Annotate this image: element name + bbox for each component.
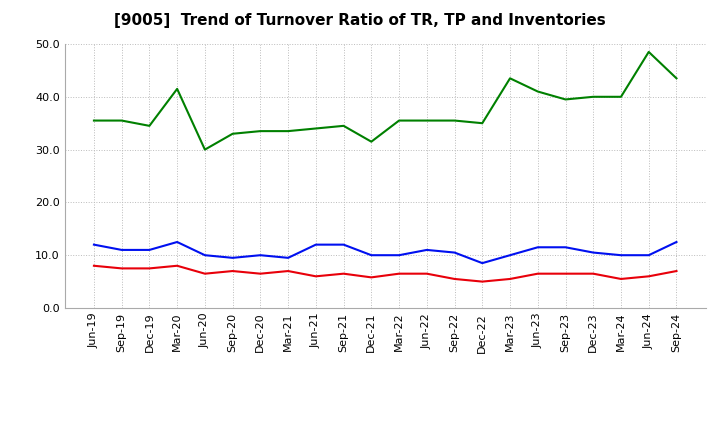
Trade Payables (672, 239, 681, 245)
Trade Receivables (478, 279, 487, 284)
Trade Receivables (450, 276, 459, 282)
Inventories (672, 76, 681, 81)
Inventories (201, 147, 210, 152)
Trade Receivables (145, 266, 154, 271)
Trade Payables (450, 250, 459, 255)
Trade Receivables (616, 276, 625, 282)
Inventories (505, 76, 514, 81)
Inventories (478, 121, 487, 126)
Trade Receivables (201, 271, 210, 276)
Trade Receivables (395, 271, 403, 276)
Trade Payables (589, 250, 598, 255)
Trade Receivables (89, 263, 98, 268)
Trade Payables (256, 253, 265, 258)
Trade Payables (312, 242, 320, 247)
Inventories (534, 89, 542, 94)
Trade Payables (339, 242, 348, 247)
Inventories (561, 97, 570, 102)
Trade Payables (145, 247, 154, 253)
Trade Receivables (256, 271, 265, 276)
Trade Payables (89, 242, 98, 247)
Trade Receivables (117, 266, 126, 271)
Line: Trade Receivables: Trade Receivables (94, 266, 677, 282)
Trade Payables (367, 253, 376, 258)
Trade Receivables (173, 263, 181, 268)
Trade Receivables (589, 271, 598, 276)
Trade Payables (117, 247, 126, 253)
Trade Receivables (534, 271, 542, 276)
Text: [9005]  Trend of Turnover Ratio of TR, TP and Inventories: [9005] Trend of Turnover Ratio of TR, TP… (114, 13, 606, 28)
Inventories (395, 118, 403, 123)
Trade Payables (644, 253, 653, 258)
Inventories (89, 118, 98, 123)
Trade Payables (284, 255, 292, 260)
Trade Receivables (367, 275, 376, 280)
Trade Payables (616, 253, 625, 258)
Inventories (145, 123, 154, 128)
Inventories (339, 123, 348, 128)
Line: Trade Payables: Trade Payables (94, 242, 677, 263)
Trade Receivables (423, 271, 431, 276)
Inventories (256, 128, 265, 134)
Inventories (117, 118, 126, 123)
Trade Receivables (312, 274, 320, 279)
Trade Payables (423, 247, 431, 253)
Inventories (616, 94, 625, 99)
Trade Receivables (672, 268, 681, 274)
Trade Receivables (339, 271, 348, 276)
Trade Payables (478, 260, 487, 266)
Trade Payables (505, 253, 514, 258)
Inventories (284, 128, 292, 134)
Trade Payables (228, 255, 237, 260)
Trade Payables (201, 253, 210, 258)
Inventories (423, 118, 431, 123)
Trade Receivables (505, 276, 514, 282)
Inventories (173, 86, 181, 92)
Trade Receivables (284, 268, 292, 274)
Inventories (644, 49, 653, 55)
Inventories (450, 118, 459, 123)
Trade Payables (173, 239, 181, 245)
Trade Payables (561, 245, 570, 250)
Trade Payables (534, 245, 542, 250)
Line: Inventories: Inventories (94, 52, 677, 150)
Inventories (312, 126, 320, 131)
Inventories (589, 94, 598, 99)
Trade Receivables (644, 274, 653, 279)
Trade Payables (395, 253, 403, 258)
Inventories (367, 139, 376, 144)
Trade Receivables (228, 268, 237, 274)
Inventories (228, 131, 237, 136)
Trade Receivables (561, 271, 570, 276)
